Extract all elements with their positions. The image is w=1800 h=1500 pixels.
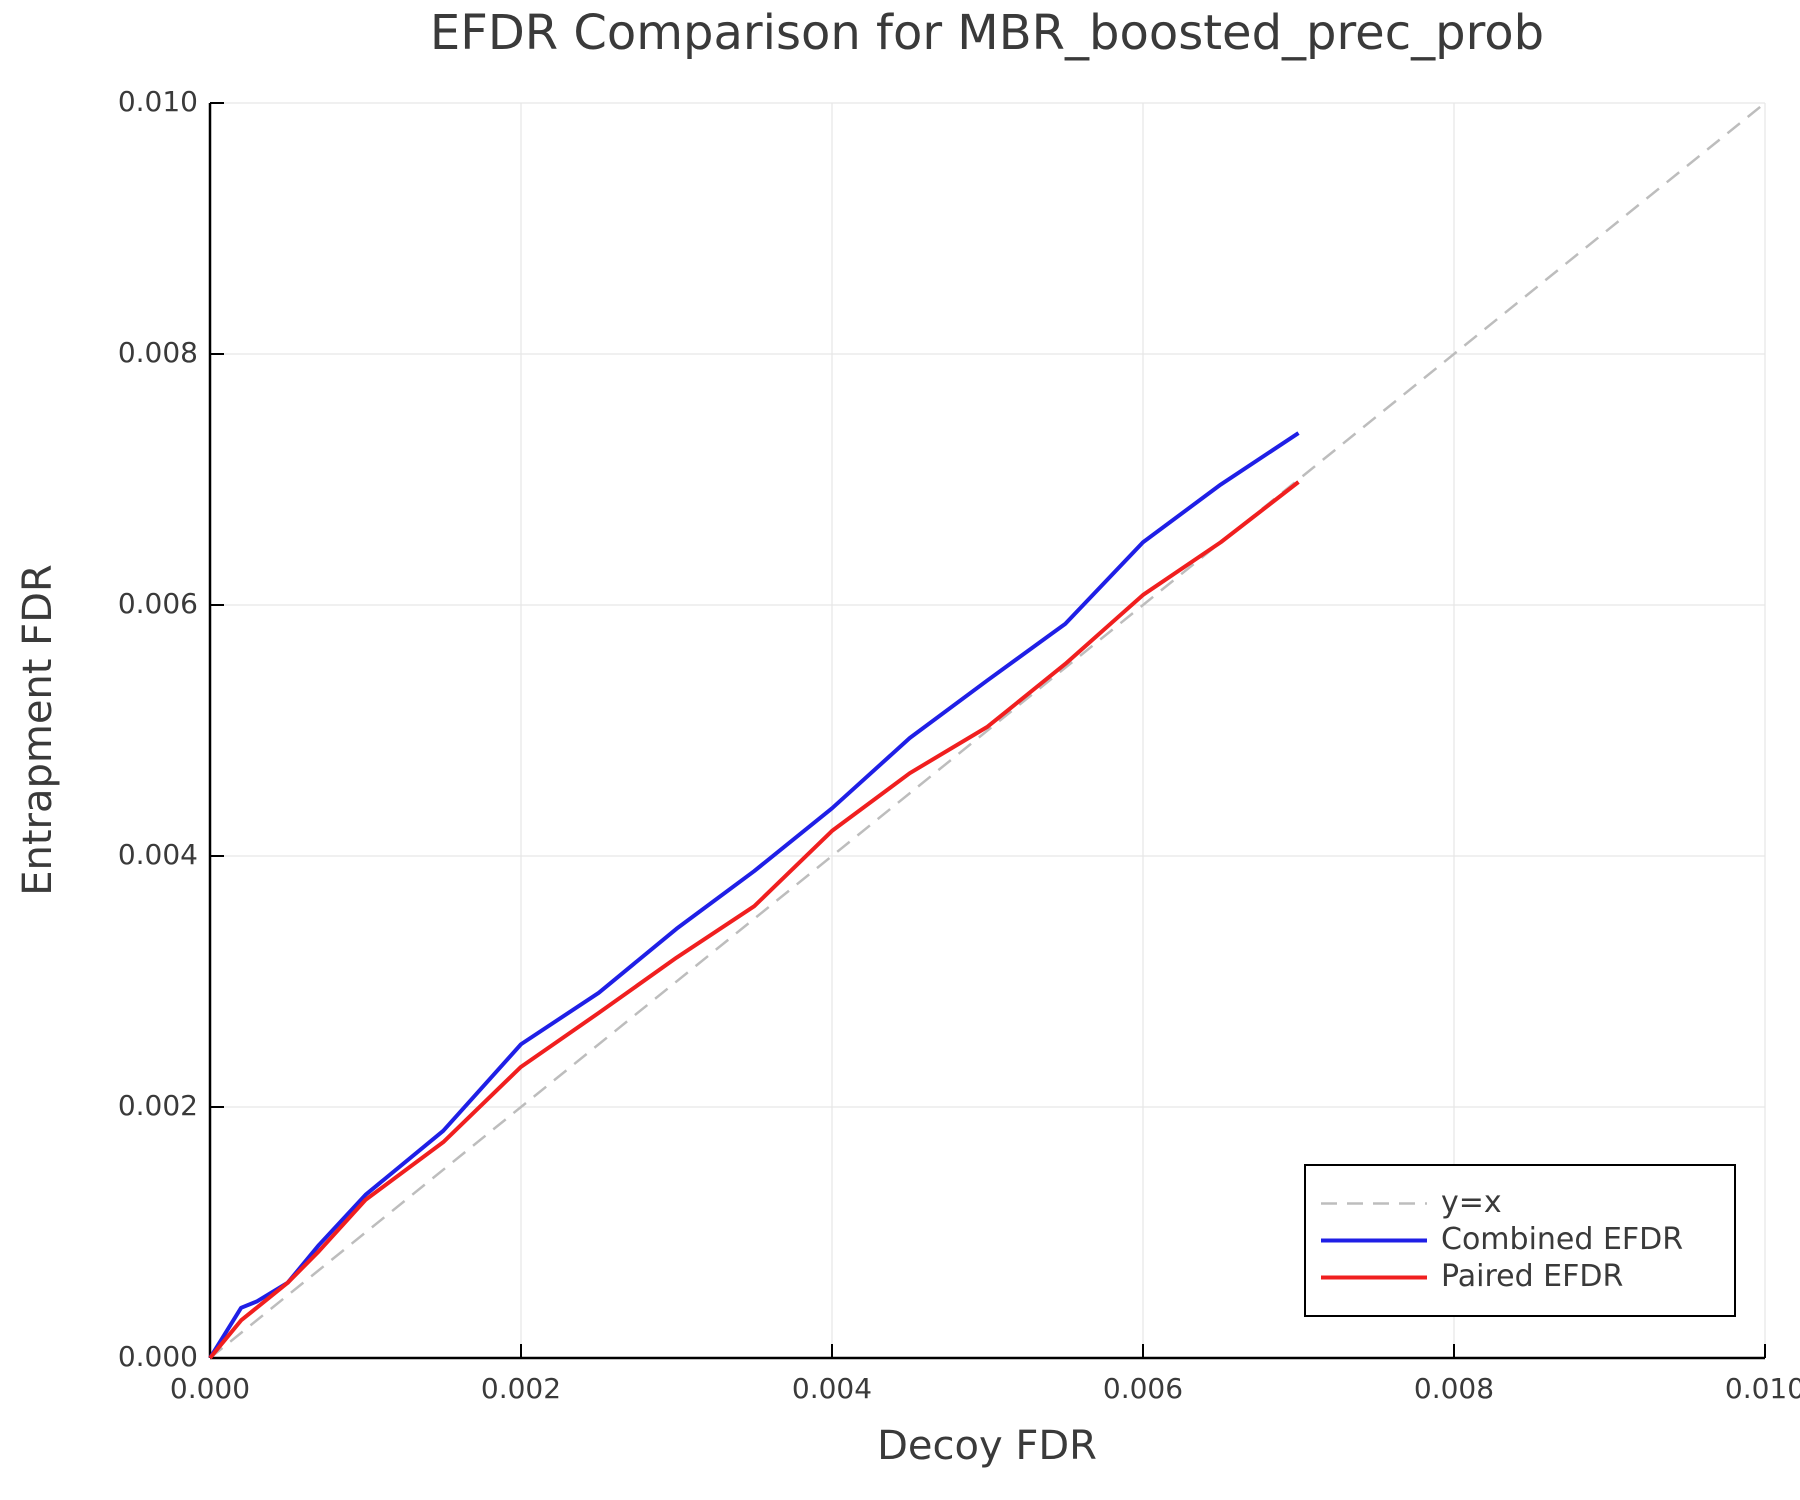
y-tick-label: 0.010 xyxy=(118,85,198,118)
series-line xyxy=(208,480,1300,1360)
x-tick-label: 0.010 xyxy=(1725,1372,1800,1405)
legend-label: y=x xyxy=(1441,1185,1502,1220)
x-tick-label: 0.006 xyxy=(1103,1372,1183,1405)
legend-label: Combined EFDR xyxy=(1441,1222,1683,1257)
series-line xyxy=(209,102,1766,1359)
series-line xyxy=(208,431,1300,1360)
x-tick-label: 0.000 xyxy=(170,1372,250,1405)
y-tick-label: 0.000 xyxy=(118,1340,198,1373)
x-tick-label: 0.008 xyxy=(1414,1372,1494,1405)
x-tick-label: 0.002 xyxy=(481,1372,561,1405)
x-axis-label: Decoy FDR xyxy=(877,1423,1097,1469)
y-axis-label: Entrapment FDR xyxy=(15,564,61,896)
y-tick-label: 0.002 xyxy=(118,1089,198,1122)
x-tick-label: 0.004 xyxy=(792,1372,872,1405)
y-tick-label: 0.008 xyxy=(118,336,198,369)
chart-title: EFDR Comparison for MBR_boosted_prec_pro… xyxy=(430,5,1544,61)
y-tick-label: 0.006 xyxy=(118,587,198,620)
y-tick-label: 0.004 xyxy=(118,838,198,871)
legend-label: Paired EFDR xyxy=(1441,1259,1623,1294)
